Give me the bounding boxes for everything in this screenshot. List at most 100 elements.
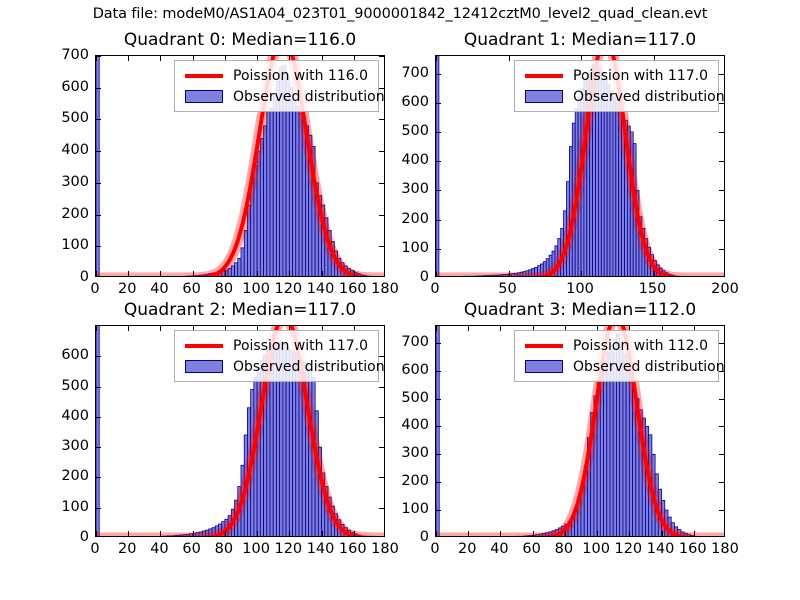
y-tick-label: 500 [401,389,429,406]
x-tick-mark-top [160,326,162,331]
x-tick-mark [192,271,194,276]
y-tick-mark-right [719,219,724,221]
legend-label: Observed distribution [233,88,385,105]
legend-patch-swatch [185,90,223,103]
y-tick-mark-right [379,214,384,216]
x-tick-label: 120 [274,541,303,557]
y-tick-mark-right [719,248,724,250]
y-tick-mark [436,102,441,104]
histogram-bar [438,275,443,276]
x-tick-mark-top [128,56,130,61]
histogram-bar [522,535,527,536]
legend-swatch-wrap [521,90,567,103]
histogram-bar [487,274,492,276]
x-tick-mark [532,531,534,536]
x-tick-label: 0 [90,281,100,297]
y-tick-mark [96,416,101,418]
y-tick-label: 0 [79,529,89,545]
legend-swatch-wrap [521,343,567,348]
y-tick-label: 600 [401,361,429,378]
y-tick-label: 0 [419,269,429,285]
y-tick-mark-right [379,477,384,479]
y-tick-mark-right [719,102,724,104]
x-tick-mark [224,271,226,276]
x-tick-mark [128,531,130,536]
legend-entry: Poission with 117.0 [181,335,371,356]
histogram-bar [525,535,530,536]
histogram-bar [151,536,154,537]
legend-entry: Observed distribution [181,86,384,107]
legend-swatch-wrap [181,343,227,348]
y-tick-mark-right [719,426,724,428]
y-tick-mark-right [719,161,724,163]
x-tick-label: 50 [498,281,517,297]
x-tick-label: 140 [306,281,335,297]
histogram-bar [185,275,190,276]
x-tick-mark-top [257,326,259,331]
histogram-bar [606,84,611,276]
plot-area: Poission with 112.0 Observed distribution [435,325,725,537]
histogram-bar [484,275,489,276]
x-tick-mark-top [289,326,291,331]
y-tick-mark-right [379,56,384,57]
subplot-title: Quadrant 3: Median=112.0 [463,300,697,320]
y-tick-mark-right [719,342,724,344]
y-tick-label: 300 [61,173,89,190]
x-tick-label: 120 [614,541,643,557]
legend-line-swatch [525,343,563,348]
histogram-bar [237,257,242,276]
subplot-quadrant-2: Quadrant 2: Median=117.0 Poission with 11… [61,300,399,557]
x-tick-label: 40 [490,541,509,557]
x-tick-label: 20 [457,541,477,557]
y-tick-mark [436,190,441,192]
legend: Poission with 117.0 Observed distribution [514,60,724,112]
histogram-bar [609,90,614,276]
histogram-bar [272,93,277,276]
legend-patch-swatch [525,90,563,103]
x-tick-mark-top [508,56,510,61]
histogram-bar [470,275,475,276]
histogram-bar [538,533,543,536]
x-tick-label: 180 [371,541,399,557]
histogram-bar [370,276,373,277]
y-tick-label: 600 [61,347,89,364]
x-tick-mark [436,271,437,276]
x-tick-label: 160 [338,281,367,297]
x-tick-label: 0 [430,281,440,297]
y-tick-mark [96,214,101,216]
y-tick-mark-right [379,356,384,358]
y-tick-mark [436,161,441,163]
histogram-bar [496,274,501,276]
histogram-bar [243,230,248,276]
y-tick-mark-right [719,190,724,192]
y-tick-mark [96,477,101,479]
poisson-curve [96,56,384,276]
y-tick-mark [96,119,101,121]
x-tick-mark-top [564,326,566,331]
y-tick-label: 100 [61,237,89,254]
x-tick-mark-top [257,56,259,61]
y-tick-label: 500 [61,377,89,394]
x-tick-mark [508,271,510,276]
y-tick-mark [96,507,101,509]
histogram-bar [436,326,440,536]
x-tick-label: 160 [338,541,367,557]
y-tick-mark [436,219,441,221]
histogram-bar [499,274,504,276]
x-tick-mark [96,531,97,536]
figure-suptitle: Data file: modeM0/AS1A04_023T01_90000018… [92,6,708,22]
y-tick-mark [436,398,441,400]
histogram-bar [169,535,174,536]
legend-patch-swatch [525,360,563,373]
x-tick-mark [257,531,259,536]
legend-swatch-wrap [181,73,227,78]
x-tick-label: 180 [371,281,399,297]
y-tick-label: 0 [79,269,89,285]
legend: Poission with 117.0 Observed distribution [174,330,384,382]
y-tick-label: 400 [401,417,429,434]
histogram-bar [482,275,486,276]
x-tick-mark-top [436,326,437,331]
y-tick-mark [96,246,101,248]
x-tick-mark-top [353,326,355,331]
poisson-curve [436,56,724,276]
